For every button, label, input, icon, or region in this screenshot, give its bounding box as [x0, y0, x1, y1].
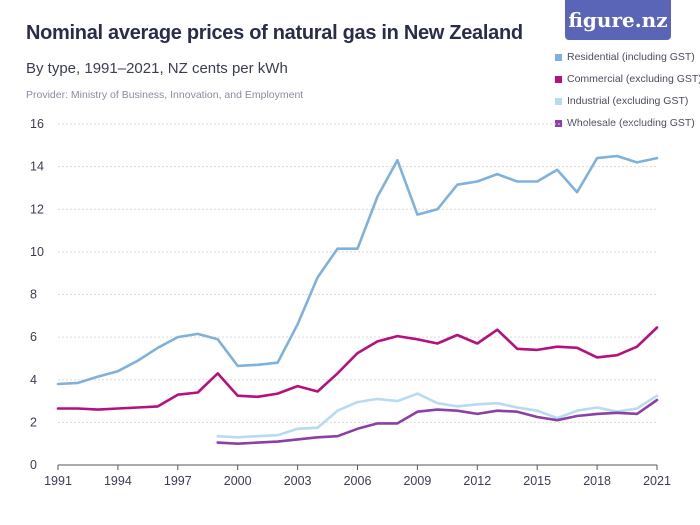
data-provider: Provider: Ministry of Business, Innovati… [26, 89, 304, 101]
x-tick-label: 1991 [44, 474, 72, 488]
legend-swatch-industrial [555, 97, 562, 105]
legend-label-industrial: Industrial (excluding GST) [567, 95, 689, 107]
x-tick-label: 1997 [164, 474, 192, 488]
y-tick-label: 8 [30, 288, 37, 302]
x-tick-label: 2009 [403, 474, 431, 488]
series-lines [56, 154, 659, 446]
legend-item-residential: Residential (including GST) [555, 46, 700, 68]
legend-label-wholesale: Wholesale (excluding GST) [567, 117, 695, 129]
x-tick-label: 2015 [523, 474, 551, 488]
x-tick-label: 2021 [643, 474, 671, 488]
figure-nz-logo[interactable]: figure.nz [565, 0, 671, 40]
y-tick-label: 4 [30, 373, 37, 387]
legend-item-commercial: Commercial (excluding GST) [555, 68, 700, 90]
legend-swatch-commercial [555, 75, 562, 83]
series-line-industrial [216, 392, 659, 439]
legend-label-residential: Residential (including GST) [567, 51, 695, 63]
gridlines: 0 2 4 6 8 10 12 14 16 [30, 117, 657, 472]
chart-title: Nominal average prices of natural gas in… [26, 22, 523, 44]
x-tick-label: 2012 [463, 474, 491, 488]
y-tick-label: 14 [30, 160, 44, 174]
x-tick-label: 2006 [344, 474, 372, 488]
series-line-wholesale [216, 398, 659, 446]
legend-swatch-wholesale [555, 119, 562, 127]
y-tick-label: 0 [30, 458, 37, 472]
legend-item-industrial: Industrial (excluding GST) [555, 90, 700, 112]
y-tick-label: 6 [30, 330, 37, 344]
x-axis: 1991 1994 1997 2000 2003 2006 2009 2012 2015 2018… [44, 464, 671, 488]
legend-label-commercial: Commercial (excluding GST) [567, 73, 700, 85]
y-tick-label: 2 [30, 415, 37, 429]
y-tick-label: 12 [30, 202, 44, 216]
x-tick-label: 2000 [224, 474, 252, 488]
y-tick-label: 10 [30, 245, 44, 259]
legend: Residential (including GST) Commercial (… [555, 46, 700, 134]
series-line-residential [56, 154, 659, 386]
x-tick-label: 1994 [104, 474, 132, 488]
chart-subtitle: By type, 1991–2021, NZ cents per kWh [26, 60, 288, 77]
x-tick-label: 2003 [284, 474, 312, 488]
series-line-commercial [56, 326, 659, 411]
x-tick-label: 2018 [583, 474, 611, 488]
y-tick-label: 16 [30, 117, 44, 131]
legend-swatch-residential [555, 53, 562, 61]
legend-item-wholesale: Wholesale (excluding GST) [555, 112, 700, 134]
